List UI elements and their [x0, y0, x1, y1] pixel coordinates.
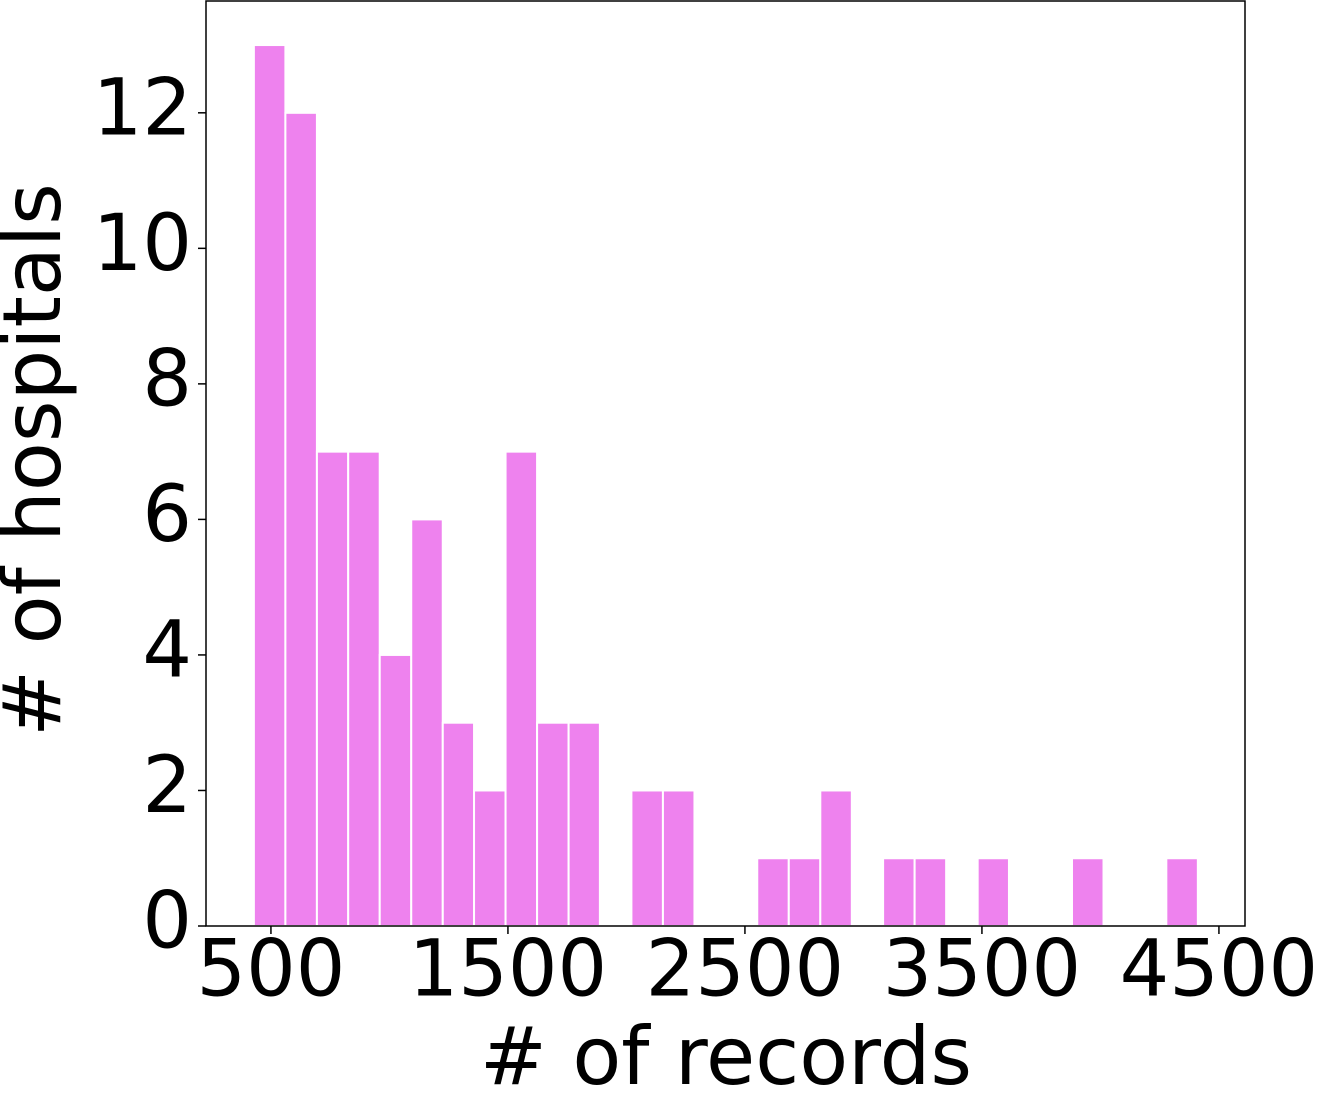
- bar: [1070, 857, 1105, 927]
- bar: [410, 518, 444, 928]
- bar: [661, 789, 696, 927]
- bar: [504, 450, 539, 927]
- y-tick-label: 12: [93, 63, 192, 153]
- x-tick-label: 1500: [409, 924, 608, 1014]
- bar: [630, 789, 664, 927]
- y-tick-label: 6: [142, 470, 192, 560]
- x-tick-label: 3500: [883, 924, 1082, 1014]
- bar: [536, 721, 570, 928]
- bar: [473, 789, 507, 927]
- bar: [315, 450, 350, 927]
- x-tick-label: 500: [196, 924, 345, 1014]
- bar: [756, 857, 790, 927]
- y-tick-label: 0: [142, 876, 192, 966]
- y-tick-label: 4: [142, 605, 192, 695]
- x-tick-label: 4500: [1120, 924, 1319, 1014]
- bar: [378, 653, 413, 927]
- bar: [819, 789, 853, 927]
- bar: [1165, 857, 1199, 927]
- y-tick-label: 10: [93, 199, 192, 289]
- bar: [787, 857, 822, 927]
- bar: [284, 111, 318, 928]
- bar: [567, 721, 601, 928]
- y-tick-label: 2: [142, 741, 192, 831]
- bar: [882, 857, 916, 927]
- bar: [347, 450, 381, 927]
- x-axis-label: # of records: [480, 1010, 972, 1103]
- bar: [913, 857, 948, 927]
- y-axis-label: # of hospitals: [0, 183, 79, 737]
- y-tick-label: 8: [142, 334, 192, 424]
- plot-frame: [205, 0, 1246, 927]
- bar: [252, 44, 287, 928]
- x-tick-label: 2500: [646, 924, 845, 1014]
- bar: [441, 721, 476, 928]
- bar: [976, 857, 1010, 927]
